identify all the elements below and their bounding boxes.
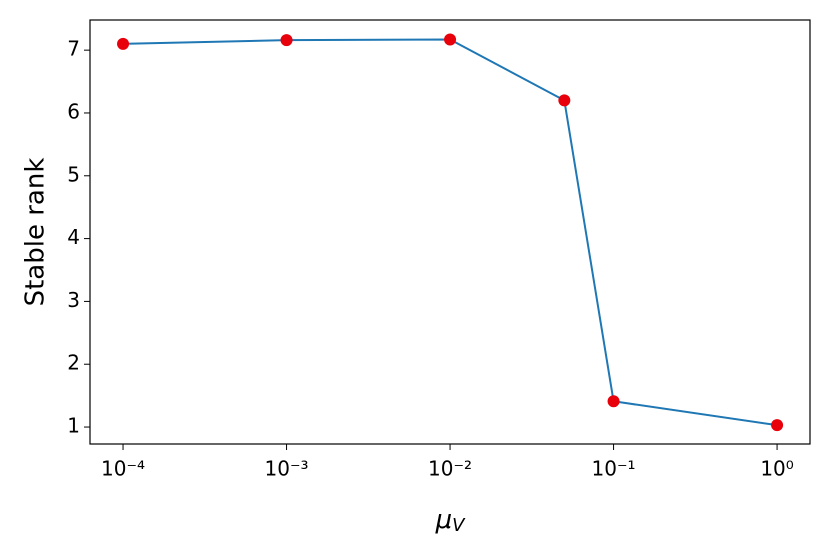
y-tick-label: 5 [67,162,80,186]
y-tick-label: 1 [67,414,80,438]
y-tick-label: 6 [67,99,80,123]
data-point [117,37,130,50]
y-tick-label: 4 [67,225,80,249]
x-tick-label: 10⁻² [428,457,472,481]
plot-frame [89,19,811,445]
x-label-symbol: μ [435,505,453,535]
y-tick-label: 7 [67,37,80,61]
y-tick-label: 2 [67,351,80,375]
data-point [771,419,784,432]
data-point [558,94,571,107]
y-tick-label: 3 [67,288,80,312]
x-tick-label: 10⁻⁴ [101,457,145,481]
series-line [123,38,778,427]
x-tick-label: 10⁰ [760,457,793,481]
x-axis-label: μV [435,505,467,537]
x-tick-label: 10⁻³ [265,457,309,481]
data-point [280,34,293,47]
x-tick-label: 10⁻¹ [592,457,636,481]
data-point [444,33,457,46]
x-label-subscript: V [452,515,466,536]
data-point [607,395,620,408]
y-axis-label: Stable rank [21,158,51,307]
